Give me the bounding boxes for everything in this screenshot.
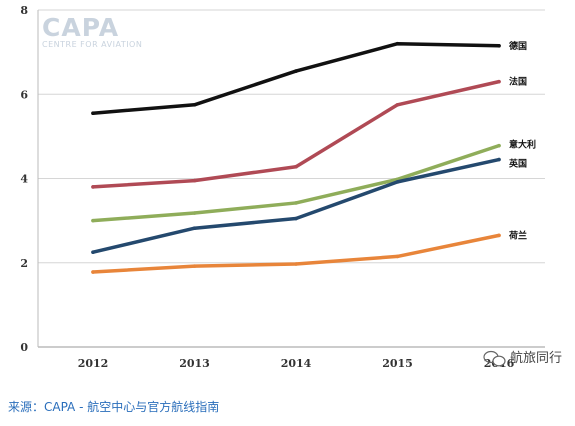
data-point [192,211,197,215]
data-point [294,201,298,205]
series-line [91,79,501,189]
y-axis-ticks: 0 2 4 6 8 [20,4,28,354]
y-tick-label: 4 [20,173,28,186]
data-point [395,254,400,259]
capa-logo: CAPA CENTRE FOR AVIATION [42,13,142,49]
watermark-text: 航旅同行 [510,350,562,366]
data-point [497,44,501,48]
data-point [395,102,400,107]
y-tick-label: 8 [20,4,28,17]
y-tick-label: 0 [20,341,28,354]
data-point [91,185,95,189]
series-label: 德国 [509,40,527,52]
line-chart: CAPA CENTRE FOR AVIATION 0 2 4 6 8 2012 2013 2… [20,4,562,370]
data-point [497,143,501,148]
y-tick-label: 2 [20,257,28,270]
data-point [497,233,501,238]
data-point [91,270,95,274]
data-point [192,178,197,183]
series-line [91,233,501,274]
data-point [192,226,197,231]
data-point [497,157,501,162]
series-line [91,157,501,254]
data-point [294,69,298,73]
data-point [91,218,95,223]
gridlines [37,9,545,348]
data-point [294,216,298,221]
wechat-watermark: 航旅同行 [483,350,562,367]
data-point [91,111,95,116]
x-tick-label: 2012 [78,357,109,370]
x-tick-label: 2014 [281,357,312,370]
series-label: 意大利 [509,139,536,151]
series-line [91,41,501,115]
x-tick-label: 2015 [382,357,413,370]
x-tick-label: 2013 [179,357,210,370]
logo-text: CAPA [42,13,119,42]
data-point [294,262,298,266]
source-caption: 来源：CAPA - 航空中心与官方航线指南 [8,400,220,414]
data-point [192,264,197,268]
x-axis-ticks: 20122013201420152016 [78,357,515,370]
data-point [395,41,400,46]
data-point [294,164,298,169]
series-lines [91,41,501,274]
series-label: 法国 [509,76,527,88]
chat-bubble-icon [483,350,506,367]
data-point [395,180,400,184]
data-point [192,102,197,107]
series-label: 英国 [508,158,527,170]
logo-subtext: CENTRE FOR AVIATION [42,40,142,49]
y-tick-label: 6 [20,88,28,101]
data-point [497,79,501,84]
series-label: 荷兰 [508,229,527,241]
data-point [91,250,95,255]
